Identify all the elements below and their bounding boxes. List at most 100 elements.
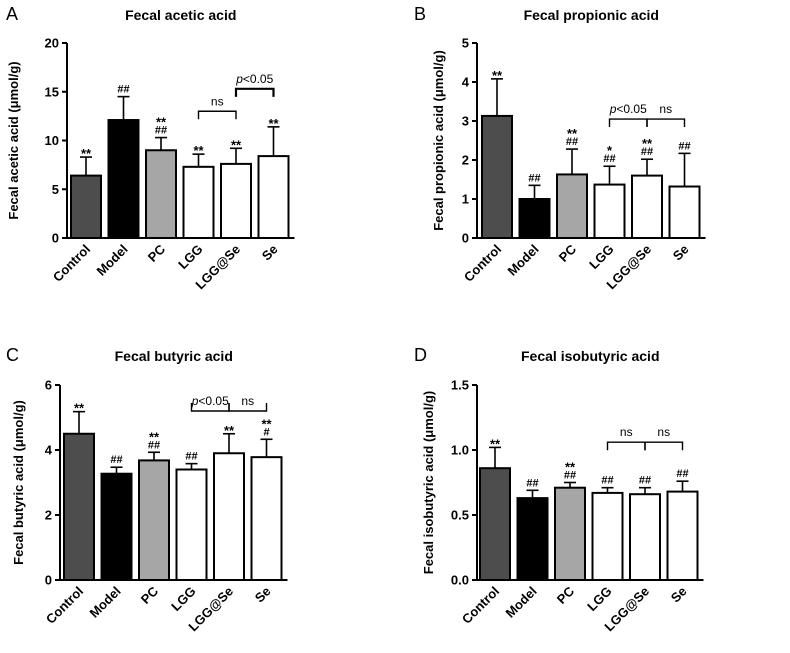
bar-lgg: [175, 468, 208, 581]
bar-control: [63, 432, 95, 581]
significance-star: **: [81, 146, 92, 161]
panel-label: B: [414, 4, 426, 24]
significance-star: **: [261, 416, 272, 431]
significance-star: **: [492, 68, 503, 83]
category-label-se: Se: [259, 242, 281, 264]
comparison-bracket: [608, 118, 648, 128]
significance-hash: ##: [601, 475, 613, 487]
significance-hash: ##: [148, 439, 160, 451]
significance-hash: ##: [155, 125, 167, 137]
panel-label: A: [6, 4, 18, 24]
bar-model: [516, 497, 549, 582]
bar-model: [100, 472, 133, 582]
bar-se: [250, 456, 283, 581]
y-tick-label: 5: [52, 182, 59, 197]
significance-hash: ##: [110, 454, 122, 466]
significance-star: **: [74, 401, 85, 416]
category-label-lgg: LGG: [175, 242, 206, 273]
y-tick-label: 0.5: [451, 508, 469, 523]
bar-control: [479, 467, 511, 582]
significance-star: **: [567, 126, 578, 141]
y-tick-label: 20: [45, 36, 59, 51]
significance-star: **: [156, 115, 167, 130]
chart-title: Fecal acetic acid: [125, 7, 236, 23]
y-tick-label: 15: [45, 84, 59, 99]
y-tick-label: 5: [462, 36, 469, 51]
y-tick-label: 4: [45, 443, 53, 458]
comparison-bracket: [197, 110, 237, 120]
category-label-control: Control: [43, 584, 86, 627]
category-label-control: Control: [459, 584, 502, 627]
bar-pc: [145, 149, 177, 239]
comparison-label: p<0.05: [235, 72, 273, 86]
category-label-lgg: LGG: [584, 584, 615, 615]
y-tick-label: 10: [45, 133, 59, 148]
y-tick-label: 6: [45, 378, 52, 393]
y-tick-label: 1: [462, 192, 469, 207]
chart-title: Fecal butyric acid: [115, 348, 233, 364]
comparison-bracket: [606, 441, 646, 451]
significance-star: **: [268, 116, 279, 131]
category-label-pc: PC: [556, 241, 580, 265]
bar-control: [70, 174, 102, 240]
bar-pc: [554, 486, 586, 582]
comparison-label: ns: [657, 425, 670, 439]
category-label-model: Model: [93, 242, 130, 279]
y-axis-label: Fecal isobutyric acid (μmol/g): [421, 391, 436, 575]
category-label-se: Se: [670, 242, 692, 264]
category-label-control: Control: [461, 242, 504, 285]
bar-se: [257, 155, 290, 240]
category-label-pc: PC: [138, 583, 162, 607]
y-tick-label: 0: [462, 231, 469, 246]
significance-star: **: [565, 460, 576, 475]
significance-star: **: [149, 429, 160, 444]
category-label-se: Se: [252, 584, 274, 606]
bar-pc: [138, 459, 170, 581]
significance-hash: ##: [566, 136, 578, 148]
significance-star: **: [224, 423, 235, 438]
comparison-label: ns: [211, 94, 224, 108]
y-tick-label: 4: [462, 75, 470, 90]
significance-hash: ##: [641, 146, 653, 158]
panel-c: C Fecal butyric acid Fecal butyric acid (μ…: [6, 345, 288, 634]
bar-se: [668, 185, 701, 240]
category-label-control: Control: [50, 242, 93, 285]
chart-title: Fecal isobutyric acid: [521, 348, 660, 364]
category-label-model: Model: [504, 242, 541, 279]
comparison-label: ns: [241, 394, 254, 408]
significance-star: *: [607, 143, 613, 158]
panel-a: A Fecal acetic acid Fecal acetic acid (μmo…: [6, 4, 295, 292]
bar-lgg: [593, 183, 626, 240]
comparison-bracket: [646, 118, 686, 128]
bar-control: [481, 114, 513, 239]
significance-hash: ##: [639, 475, 651, 487]
bar-lgg-se: [213, 452, 245, 581]
category-label-pc: PC: [145, 241, 169, 265]
category-label-model: Model: [502, 584, 539, 621]
significance-hash: #: [263, 426, 269, 438]
significance-hash: ##: [564, 470, 576, 482]
comparison-label: p<0.05: [191, 394, 229, 408]
significance-hash: ##: [185, 451, 197, 463]
comparison-bracket: [644, 441, 684, 451]
panel-label: C: [6, 345, 19, 365]
category-label-pc: PC: [554, 583, 578, 607]
comparison-bracket: [228, 403, 268, 412]
significance-hash: ##: [676, 468, 688, 480]
bar-pc: [556, 173, 588, 239]
bar-model: [107, 119, 140, 239]
significance-hash: ##: [117, 84, 129, 96]
category-label-se: Se: [668, 584, 690, 606]
y-axis-label: Fecal acetic acid (μmol/g): [6, 61, 21, 219]
y-tick-label: 1.0: [451, 443, 469, 458]
category-label-lgg: LGG: [168, 584, 199, 615]
bar-lgg-se: [631, 174, 663, 240]
significance-star: **: [490, 436, 501, 451]
y-axis-label: Fecal butyric acid (μmol/g): [11, 400, 26, 565]
y-tick-label: 0: [52, 231, 59, 246]
bar-lgg: [182, 165, 215, 239]
comparison-label: ns: [659, 102, 672, 116]
chart-title: Fecal propionic acid: [524, 7, 659, 23]
y-axis-label: Fecal propionic acid (μmol/g): [431, 50, 446, 231]
